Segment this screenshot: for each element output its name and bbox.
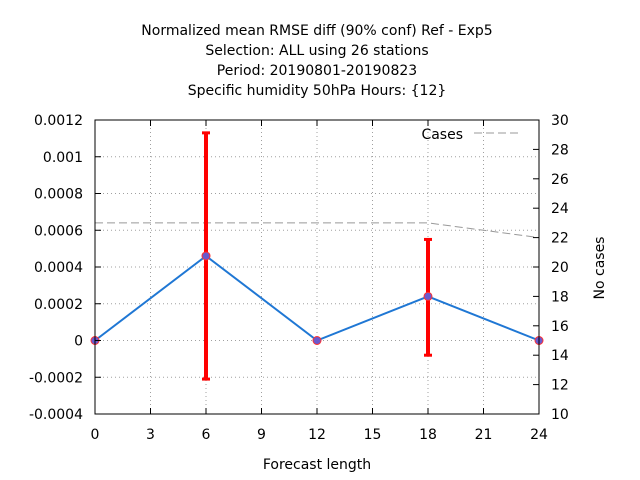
series-layer xyxy=(90,131,544,381)
y-tick-label: 0.0006 xyxy=(34,223,83,239)
y-tick-label: 0.0002 xyxy=(34,297,83,313)
x-tick-label: 9 xyxy=(257,427,266,443)
x-tick-label: 6 xyxy=(202,427,211,443)
legend: Cases xyxy=(421,127,522,143)
y2-tick-label: 22 xyxy=(551,231,569,247)
chart-title: Normalized mean RMSE diff (90% conf) Ref… xyxy=(141,23,492,99)
y-tick-label: -0.0002 xyxy=(29,370,83,386)
title-line: Period: 20190801-20190823 xyxy=(217,63,417,79)
y2-tick-label: 24 xyxy=(551,201,569,217)
data-point xyxy=(201,251,211,261)
y-tick-label: 0.0008 xyxy=(34,187,83,203)
x-tick-label: 18 xyxy=(419,427,437,443)
y2-tick-label: 10 xyxy=(551,407,569,423)
y2-tick-label: 12 xyxy=(551,378,569,394)
x-tick-label: 12 xyxy=(308,427,326,443)
y2-tick-label: 18 xyxy=(551,289,569,305)
x-axis-label: Forecast length xyxy=(263,457,371,473)
y2-tick-label: 26 xyxy=(551,172,569,188)
axis-ticks: 0 3 6 9 12 15 18 21 24 -0.0004 -0.0002 0 0.0002 0.000… xyxy=(29,113,569,443)
title-line: Selection: ALL using 26 stations xyxy=(205,43,428,59)
x-tick-label: 15 xyxy=(364,427,382,443)
data-point xyxy=(423,291,433,301)
data-point xyxy=(312,336,322,345)
y2-tick-label: 28 xyxy=(551,142,569,158)
y-tick-label: 0.001 xyxy=(43,150,83,166)
y2-axis-label: No cases xyxy=(592,237,608,300)
cases-line xyxy=(95,222,540,239)
y-tick-label: 0 xyxy=(74,334,83,350)
y2-tick-label: 16 xyxy=(551,319,569,335)
y-tick-label: 0.0004 xyxy=(34,260,83,276)
y-tick-label: 0.0012 xyxy=(34,113,83,129)
y-tick-label: -0.0004 xyxy=(29,407,83,423)
legend-label-cases: Cases xyxy=(421,127,463,143)
x-tick-label: 3 xyxy=(146,427,155,443)
x-tick-label: 24 xyxy=(530,427,548,443)
title-line: Specific humidity 50hPa Hours: {12} xyxy=(188,83,447,99)
x-tick-label: 0 xyxy=(91,427,100,443)
y2-tick-label: 20 xyxy=(551,260,569,276)
x-tick-label: 21 xyxy=(475,427,493,443)
y2-tick-label: 30 xyxy=(551,113,569,129)
y2-tick-label: 14 xyxy=(551,348,569,364)
title-line: Normalized mean RMSE diff (90% conf) Ref… xyxy=(141,23,492,39)
